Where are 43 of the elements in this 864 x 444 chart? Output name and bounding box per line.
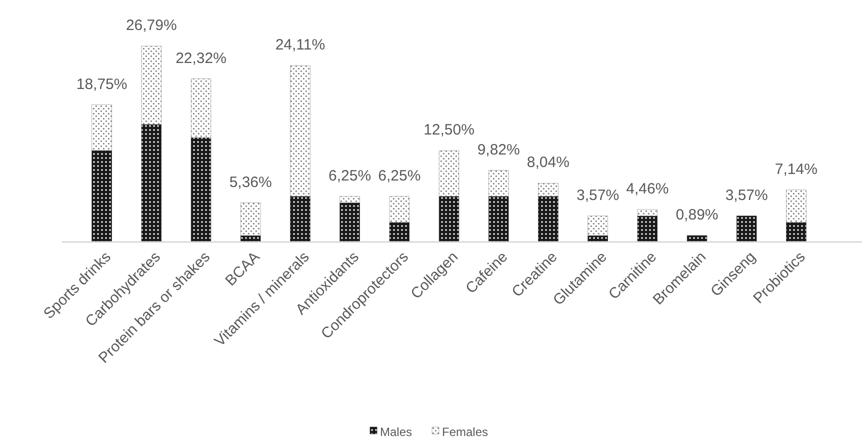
bar	[340, 196, 360, 203]
legend-label: Males	[380, 425, 412, 440]
bar	[736, 216, 757, 242]
annotation: 7,14%	[774, 160, 818, 178]
bar	[438, 196, 460, 242]
bar	[141, 124, 162, 242]
bar	[389, 222, 410, 242]
bar	[637, 209, 658, 216]
bar	[686, 235, 708, 242]
bar	[290, 196, 310, 242]
annotation: 6,25%	[378, 167, 421, 184]
bar	[92, 104, 112, 151]
bar	[438, 150, 460, 196]
annotation: 3,57%	[576, 186, 620, 204]
annotation: 24,11%	[275, 36, 326, 54]
annotation: 6,25%	[328, 167, 372, 184]
annotation: 5,36%	[229, 174, 272, 191]
bar	[92, 150, 112, 242]
annotation: 22,32%	[176, 50, 226, 67]
bar	[290, 65, 310, 196]
annotation: 18,75%	[76, 76, 128, 93]
bar	[637, 216, 658, 242]
bar	[538, 196, 558, 242]
bar	[538, 183, 558, 196]
legend-label: Females	[442, 425, 488, 440]
bar	[141, 46, 162, 125]
annotation: 26,79%	[126, 17, 177, 34]
bar	[240, 202, 261, 236]
bar	[488, 196, 509, 242]
bar	[786, 190, 806, 223]
bar	[389, 196, 410, 223]
annotation: 3,57%	[725, 186, 768, 204]
bar	[190, 137, 212, 242]
bar	[190, 78, 212, 138]
bar	[588, 216, 608, 236]
annotation: 12,50%	[424, 122, 474, 139]
annotation: 8,04%	[526, 154, 570, 172]
annotation: 0,89%	[676, 206, 718, 224]
bar	[786, 222, 806, 242]
bar	[488, 170, 509, 196]
annotation: 9,82%	[477, 141, 520, 158]
bar	[340, 202, 360, 242]
annotation: 4,46%	[626, 180, 669, 198]
